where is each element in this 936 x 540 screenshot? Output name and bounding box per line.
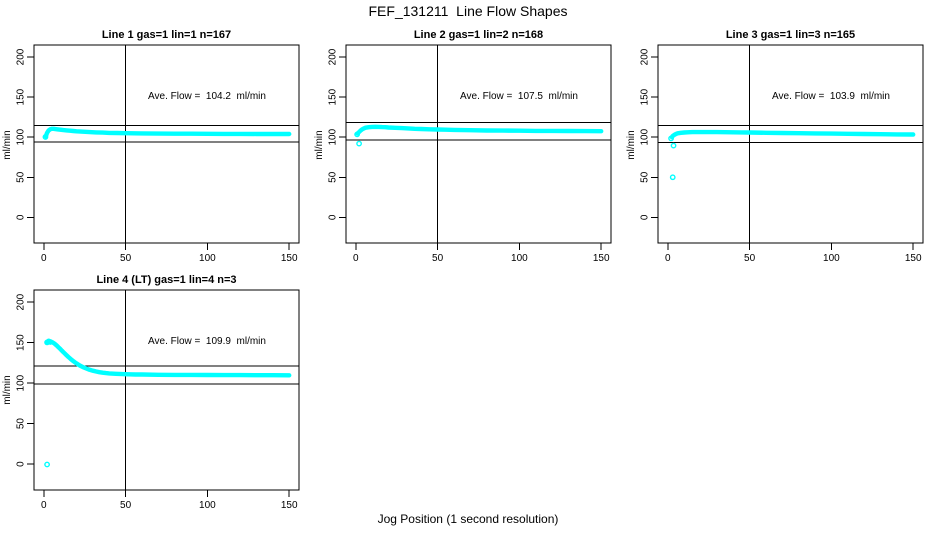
plot-box xyxy=(345,44,612,244)
data-series xyxy=(355,124,604,136)
y-axis-label: ml/min xyxy=(626,130,637,160)
subplot-title: Line 1 gas=1 lin=1 n=167 xyxy=(101,29,232,41)
y-tick-label: 100 xyxy=(328,128,339,145)
x-tick-label: 50 xyxy=(744,253,756,264)
x-tick-label: 0 xyxy=(41,500,47,511)
data-point xyxy=(47,339,54,345)
y-tick-label: 0 xyxy=(16,214,27,220)
data-point xyxy=(668,135,674,142)
x-tick-label: 150 xyxy=(593,253,610,264)
data-point xyxy=(669,174,676,181)
y-tick-label: 50 xyxy=(16,418,27,430)
data-point xyxy=(670,142,677,149)
subplot-line-4-lt: 0 50 100 150 0 50 100 150 200 Line 4 (LT) gas=1 … xyxy=(0,272,312,522)
y-axis-label: ml/min xyxy=(2,130,13,160)
chart-canvas: 0 50 100 150 0 50 100 150 200 xyxy=(16,44,300,264)
y-tick-label: 0 xyxy=(16,461,27,467)
x-tick-label: 100 xyxy=(199,253,216,264)
subplot-line-3: 0 50 100 150 0 50 100 150 200 Line 3 gas=1 lin=3… xyxy=(624,27,936,277)
chart-canvas: 0 50 100 150 0 50 100 150 200 xyxy=(640,44,924,264)
x-tick-label: 50 xyxy=(120,500,132,511)
data-series xyxy=(43,126,292,139)
data-point xyxy=(356,140,362,147)
subplot-line-1: 0 50 100 150 0 50 100 150 200 Line 1 gas=1 lin=1… xyxy=(0,27,312,277)
x-tick-label: 50 xyxy=(432,253,444,264)
x-tick-label: 50 xyxy=(120,253,132,264)
data-series xyxy=(44,339,292,378)
x-tick-label: 0 xyxy=(41,253,47,264)
y-tick-label: 150 xyxy=(16,88,27,105)
y-tick-label: 200 xyxy=(16,48,27,65)
y-axis-label: ml/min xyxy=(314,130,325,160)
ave-flow-annotation: Ave. Flow = 107.5 ml/min xyxy=(460,91,578,102)
x-tick-label: 100 xyxy=(199,500,216,511)
data-point xyxy=(42,134,49,140)
plot-box xyxy=(33,289,300,491)
x-tick-label: 100 xyxy=(511,253,528,264)
x-axis-label: Jog Position (1 second resolution) xyxy=(377,512,559,526)
y-tick-label: 0 xyxy=(640,214,651,220)
ave-flow-annotation: Ave. Flow = 103.9 ml/min xyxy=(772,91,890,102)
x-tick-label: 100 xyxy=(823,253,840,264)
chart-canvas: 0 50 100 150 0 50 100 150 200 xyxy=(328,44,612,264)
y-tick-label: 200 xyxy=(328,48,339,65)
subplot-title: Line 3 gas=1 lin=3 n=165 xyxy=(725,29,856,41)
y-tick-label: 100 xyxy=(16,374,27,391)
data-point xyxy=(354,131,361,138)
x-tick-label: 150 xyxy=(905,253,922,264)
ave-flow-annotation: Ave. Flow = 109.9 ml/min xyxy=(148,336,266,347)
y-tick-label: 50 xyxy=(328,171,339,183)
y-tick-label: 100 xyxy=(640,128,651,145)
y-axis-label: ml/min xyxy=(2,375,13,405)
y-tick-label: 200 xyxy=(640,48,651,65)
subplot-title: Line 2 gas=1 lin=2 n=168 xyxy=(413,29,544,41)
subplot-line-2: 0 50 100 150 0 50 100 150 200 Line 2 gas=1 lin=2… xyxy=(312,27,624,277)
y-tick-label: 50 xyxy=(16,171,27,183)
plot-box xyxy=(33,44,300,244)
figure-title: FEF_131211 Line Flow Shapes xyxy=(368,3,568,19)
ave-flow-annotation: Ave. Flow = 104.2 ml/min xyxy=(148,91,266,102)
data-point xyxy=(44,461,50,468)
plot-box xyxy=(657,44,924,244)
x-tick-label: 0 xyxy=(353,253,359,264)
x-tick-label: 0 xyxy=(665,253,671,264)
y-tick-label: 150 xyxy=(16,334,27,351)
y-tick-label: 100 xyxy=(16,128,27,145)
chart-canvas: 0 50 100 150 0 50 100 150 200 xyxy=(16,289,300,511)
y-tick-label: 150 xyxy=(328,88,339,105)
data-series xyxy=(669,129,916,140)
y-tick-label: 0 xyxy=(328,214,339,220)
y-tick-label: 50 xyxy=(640,171,651,183)
y-tick-label: 150 xyxy=(640,88,651,105)
y-tick-label: 200 xyxy=(16,293,27,310)
subplot-title: Line 4 (LT) gas=1 lin=4 n=3 xyxy=(96,274,237,286)
x-tick-label: 150 xyxy=(281,253,298,264)
x-tick-label: 150 xyxy=(281,500,298,511)
